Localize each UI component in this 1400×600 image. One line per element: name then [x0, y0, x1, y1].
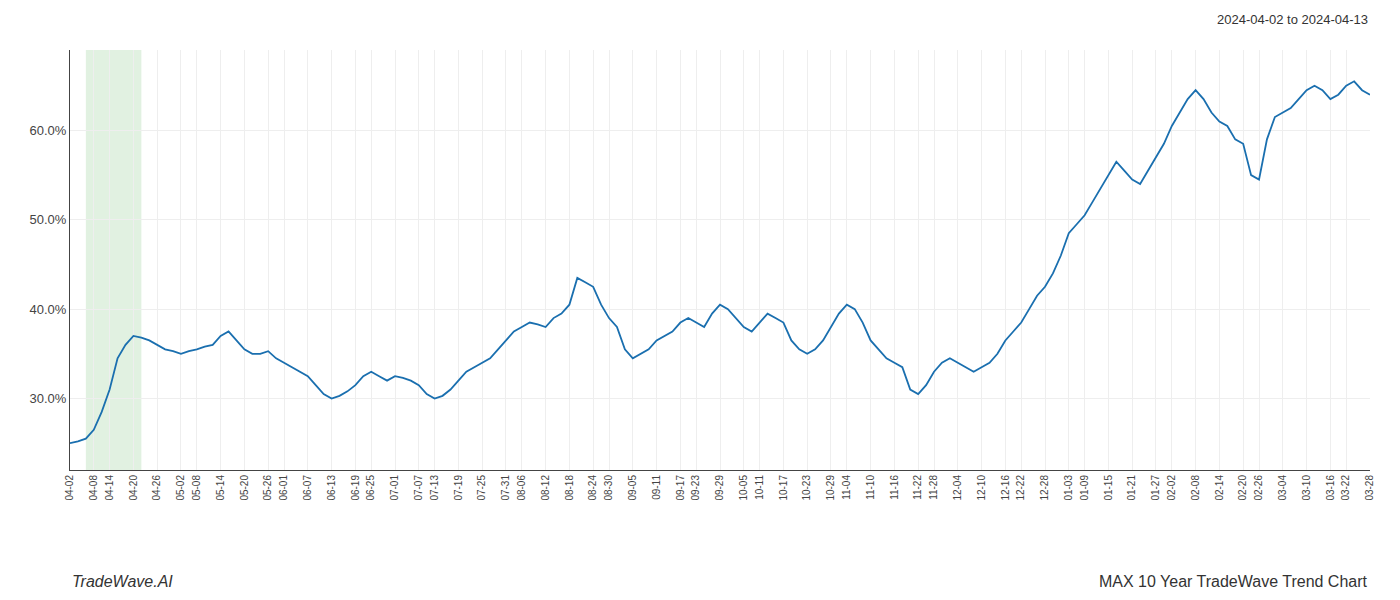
svg-text:07-13: 07-13: [429, 475, 440, 501]
svg-text:05-20: 05-20: [239, 475, 250, 501]
svg-text:09-23: 09-23: [690, 475, 701, 501]
svg-text:12-16: 12-16: [1000, 475, 1011, 501]
svg-text:04-20: 04-20: [128, 475, 139, 501]
svg-text:04-26: 04-26: [151, 475, 162, 501]
svg-text:10-29: 10-29: [825, 475, 836, 501]
svg-text:12-22: 12-22: [1015, 475, 1026, 501]
svg-text:06-07: 06-07: [302, 475, 313, 501]
svg-text:2024-04-02 to 2024-04-13: 2024-04-02 to 2024-04-13: [1217, 12, 1368, 27]
svg-text:04-02: 04-02: [64, 475, 75, 501]
svg-text:30.0%: 30.0%: [30, 391, 67, 406]
svg-text:03-04: 03-04: [1277, 475, 1288, 501]
svg-text:02-26: 02-26: [1253, 475, 1264, 501]
svg-text:07-07: 07-07: [413, 475, 424, 501]
svg-text:11-04: 11-04: [841, 475, 852, 500]
svg-text:11-22: 11-22: [912, 475, 923, 500]
svg-text:40.0%: 40.0%: [30, 302, 67, 317]
svg-text:08-30: 08-30: [603, 475, 614, 501]
svg-text:03-10: 03-10: [1301, 475, 1312, 501]
svg-text:06-19: 06-19: [350, 475, 361, 501]
svg-text:10-11: 10-11: [754, 475, 765, 500]
svg-text:06-13: 06-13: [326, 475, 337, 501]
svg-text:10-05: 10-05: [738, 475, 749, 501]
svg-text:01-27: 01-27: [1150, 475, 1161, 501]
svg-text:05-08: 05-08: [191, 475, 202, 501]
svg-text:08-12: 08-12: [540, 475, 551, 501]
svg-text:02-14: 02-14: [1214, 475, 1225, 501]
svg-text:12-04: 12-04: [952, 475, 963, 501]
svg-text:50.0%: 50.0%: [30, 212, 67, 227]
svg-text:08-18: 08-18: [564, 475, 575, 501]
svg-text:03-28: 03-28: [1364, 475, 1375, 501]
svg-text:03-22: 03-22: [1340, 475, 1351, 501]
svg-text:08-24: 08-24: [587, 475, 598, 501]
svg-text:11-10: 11-10: [865, 475, 876, 500]
svg-text:02-08: 02-08: [1190, 475, 1201, 501]
svg-text:10-17: 10-17: [778, 475, 789, 501]
svg-text:07-01: 07-01: [389, 475, 400, 501]
svg-text:02-02: 02-02: [1166, 475, 1177, 501]
svg-text:09-29: 09-29: [714, 475, 725, 501]
svg-text:06-01: 06-01: [278, 475, 289, 501]
svg-text:TradeWave.AI: TradeWave.AI: [72, 573, 173, 590]
svg-text:12-28: 12-28: [1039, 475, 1050, 501]
svg-text:06-25: 06-25: [365, 475, 376, 501]
svg-text:01-03: 01-03: [1063, 475, 1074, 501]
svg-text:MAX 10 Year TradeWave Trend Ch: MAX 10 Year TradeWave Trend Chart: [1099, 573, 1368, 590]
svg-text:07-25: 07-25: [476, 475, 487, 501]
svg-text:07-31: 07-31: [500, 475, 511, 501]
svg-text:01-15: 01-15: [1103, 475, 1114, 501]
svg-text:05-26: 05-26: [262, 475, 273, 501]
svg-text:05-02: 05-02: [175, 475, 186, 501]
svg-text:09-05: 09-05: [627, 475, 638, 501]
svg-text:08-06: 08-06: [516, 475, 527, 501]
svg-text:02-20: 02-20: [1237, 475, 1248, 501]
svg-text:60.0%: 60.0%: [30, 123, 67, 138]
svg-text:09-17: 09-17: [675, 475, 686, 501]
svg-text:09-11: 09-11: [651, 475, 662, 500]
svg-text:01-09: 01-09: [1079, 475, 1090, 501]
svg-text:01-21: 01-21: [1126, 475, 1137, 501]
svg-text:04-14: 04-14: [104, 475, 115, 501]
svg-text:12-10: 12-10: [976, 475, 987, 501]
svg-text:04-08: 04-08: [88, 475, 99, 501]
svg-text:10-23: 10-23: [801, 475, 812, 501]
svg-text:11-28: 11-28: [928, 475, 939, 500]
svg-text:05-14: 05-14: [215, 475, 226, 501]
svg-text:07-19: 07-19: [453, 475, 464, 501]
svg-text:11-16: 11-16: [889, 475, 900, 500]
svg-text:03-16: 03-16: [1325, 475, 1336, 501]
